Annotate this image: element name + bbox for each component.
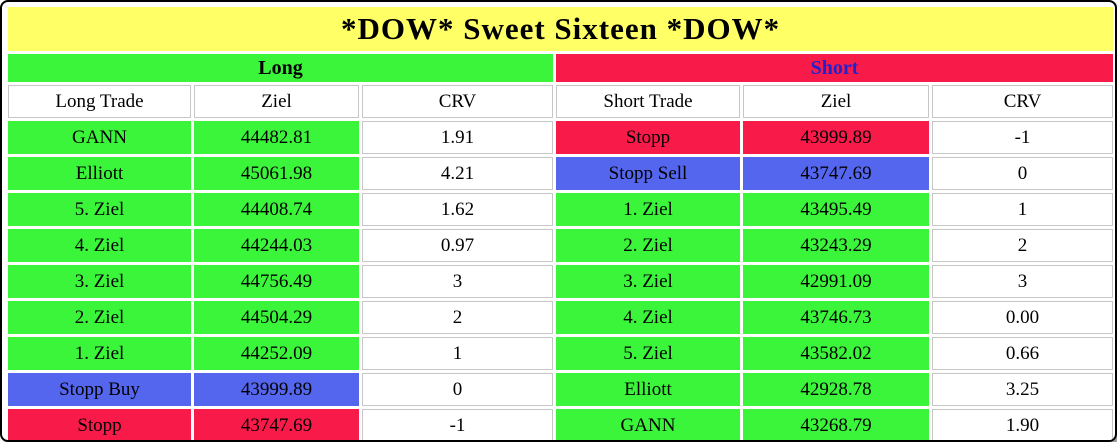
long-crv-cell: 2 [362,301,553,334]
long-ziel-cell: 44244.03 [194,229,359,262]
long-ziel-cell: 44252.09 [194,337,359,370]
long-crv-cell: -1 [362,409,553,440]
table-row: Stopp 43747.69 -1 GANN 43268.79 1.90 [8,409,1114,440]
short-crv-cell: 0.00 [932,301,1114,334]
short-trade-cell: Elliott [556,373,740,406]
long-trade-cell: GANN [8,121,191,154]
long-ziel-cell: 44756.49 [194,265,359,298]
long-crv-cell: 1.62 [362,193,553,226]
short-trade-cell: 5. Ziel [556,337,740,370]
long-ziel-cell: 44408.74 [194,193,359,226]
long-section-header: Long [8,54,553,82]
table-row: Stopp Buy 43999.89 0 Elliott 42928.78 3.25 [8,373,1114,406]
long-trade-cell: Elliott [8,157,191,190]
short-crv-cell: 0.66 [932,337,1114,370]
short-trade-cell: Stopp [556,121,740,154]
long-crv-cell: 4.21 [362,157,553,190]
table-row: 5. Ziel 44408.74 1.62 1. Ziel 43495.49 1 [8,193,1114,226]
short-ziel-cell: 43999.89 [743,121,929,154]
long-ziel-cell: 44482.81 [194,121,359,154]
short-crv-cell: 3.25 [932,373,1114,406]
short-crv-cell: -1 [932,121,1114,154]
short-section-header: Short [556,54,1114,82]
long-crv-cell: 1.91 [362,121,553,154]
table-body: *DOW* Sweet Sixteen *DOW* Long Short Lon… [8,7,1114,440]
long-trade-cell: Stopp Buy [8,373,191,406]
long-ziel-cell: 43999.89 [194,373,359,406]
table-row: 2. Ziel 44504.29 2 4. Ziel 43746.73 0.00 [8,301,1114,334]
short-ziel-cell: 43495.49 [743,193,929,226]
long-crv-cell: 0.97 [362,229,553,262]
short-ziel-cell: 43582.02 [743,337,929,370]
short-crv-cell: 3 [932,265,1114,298]
short-trade-cell: GANN [556,409,740,440]
col-header-long-crv: CRV [362,85,553,118]
short-trade-cell: 1. Ziel [556,193,740,226]
table-row: GANN 44482.81 1.91 Stopp 43999.89 -1 [8,121,1114,154]
long-crv-cell: 0 [362,373,553,406]
short-ziel-cell: 43243.29 [743,229,929,262]
long-crv-cell: 1 [362,337,553,370]
col-header-short-ziel: Ziel [743,85,929,118]
table-row: 4. Ziel 44244.03 0.97 2. Ziel 43243.29 2 [8,229,1114,262]
short-crv-cell: 2 [932,229,1114,262]
short-crv-cell: 0 [932,157,1114,190]
page-title: *DOW* Sweet Sixteen *DOW* [8,7,1114,51]
long-trade-cell: 3. Ziel [8,265,191,298]
long-ziel-cell: 45061.98 [194,157,359,190]
long-trade-cell: 2. Ziel [8,301,191,334]
table-row: 3. Ziel 44756.49 3 3. Ziel 42991.09 3 [8,265,1114,298]
long-trade-cell: 4. Ziel [8,229,191,262]
short-crv-cell: 1 [932,193,1114,226]
long-trade-cell: 5. Ziel [8,193,191,226]
long-crv-cell: 3 [362,265,553,298]
short-trade-cell: 4. Ziel [556,301,740,334]
short-trade-cell: 3. Ziel [556,265,740,298]
long-ziel-cell: 44504.29 [194,301,359,334]
title-row: *DOW* Sweet Sixteen *DOW* [8,7,1114,51]
short-trade-cell: 2. Ziel [556,229,740,262]
short-ziel-cell: 43747.69 [743,157,929,190]
long-trade-cell: Stopp [8,409,191,440]
col-header-long-trade: Long Trade [8,85,191,118]
long-trade-cell: 1. Ziel [8,337,191,370]
trade-levels-table: *DOW* Sweet Sixteen *DOW* Long Short Lon… [5,4,1115,440]
short-ziel-cell: 43268.79 [743,409,929,440]
section-header-row: Long Short [8,54,1114,82]
table-row: Elliott 45061.98 4.21 Stopp Sell 43747.69 0 [8,157,1114,190]
short-trade-cell: Stopp Sell [556,157,740,190]
short-ziel-cell: 43746.73 [743,301,929,334]
col-header-long-ziel: Ziel [194,85,359,118]
short-ziel-cell: 42928.78 [743,373,929,406]
short-crv-cell: 1.90 [932,409,1114,440]
long-ziel-cell: 43747.69 [194,409,359,440]
table-row: 1. Ziel 44252.09 1 5. Ziel 43582.02 0.66 [8,337,1114,370]
short-ziel-cell: 42991.09 [743,265,929,298]
col-header-short-crv: CRV [932,85,1114,118]
column-header-row: Long Trade Ziel CRV Short Trade Ziel CRV [8,85,1114,118]
col-header-short-trade: Short Trade [556,85,740,118]
